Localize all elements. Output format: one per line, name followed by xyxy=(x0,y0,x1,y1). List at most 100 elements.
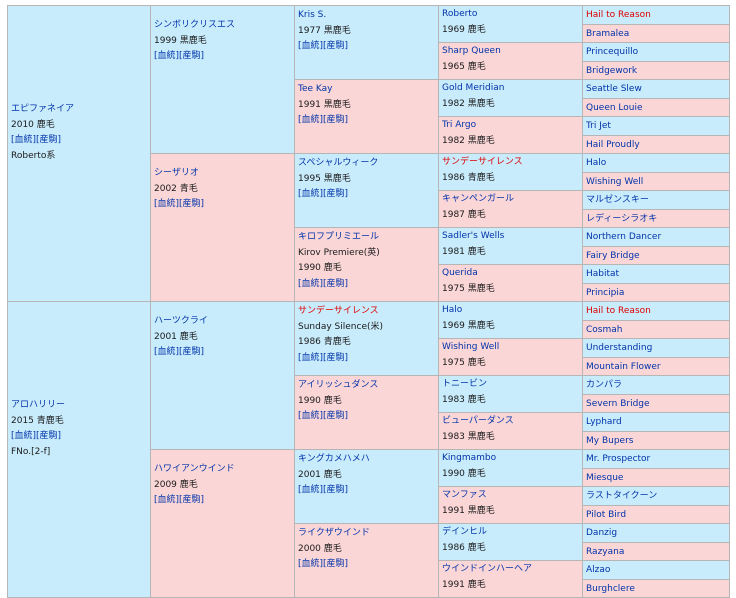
horse-info: 1990 鹿毛 xyxy=(298,263,342,273)
horse-name[interactable]: Tri Argo xyxy=(442,120,477,130)
progeny-link[interactable]: [産駒] xyxy=(323,115,349,125)
horse-name[interactable]: ラストタイクーン xyxy=(586,491,658,501)
horse-info: 1995 黒鹿毛 xyxy=(298,173,351,184)
horse-name[interactable]: トニービン xyxy=(442,379,488,389)
horse-info: 2002 青毛 xyxy=(154,183,198,194)
bloodline-link[interactable]: [血統] xyxy=(298,485,324,495)
horse-name[interactable]: アイリッシュダンス xyxy=(298,380,379,390)
horse-name[interactable]: Halo xyxy=(442,305,463,315)
horse-name[interactable]: Cosmah xyxy=(586,324,623,335)
horse-name[interactable]: Hail to Reason xyxy=(586,10,651,20)
horse-name[interactable]: シーザリオ xyxy=(154,168,199,178)
g5-cell: ラストタイクーン xyxy=(582,486,730,506)
g5-cell: Understanding xyxy=(582,338,730,358)
horse-name[interactable]: Kris S. xyxy=(298,10,327,20)
bloodline-link[interactable]: [血統] xyxy=(154,51,180,61)
bloodline-link[interactable]: [血統] xyxy=(11,135,37,145)
progeny-link[interactable]: [産駒] xyxy=(179,199,205,209)
horse-name[interactable]: キャンペンガール xyxy=(442,194,515,204)
horse-name[interactable]: Understanding xyxy=(586,343,653,353)
horse-name[interactable]: Razyana xyxy=(586,546,625,557)
horse-name[interactable]: サンデーサイレンス xyxy=(442,157,523,167)
horse-name[interactable]: Querida xyxy=(442,268,478,278)
horse-name[interactable]: Alzao xyxy=(586,565,611,575)
horse-name[interactable]: マルゼンスキー xyxy=(586,195,649,205)
horse-info: 2000 鹿毛 xyxy=(298,543,342,554)
horse-name[interactable]: Northern Dancer xyxy=(586,232,662,242)
horse-name[interactable]: ハワイアンウインド xyxy=(154,464,235,474)
progeny-link[interactable]: [産駒] xyxy=(323,352,349,363)
bloodline-link[interactable]: [血統] xyxy=(298,352,324,363)
progeny-link[interactable]: [産駒] xyxy=(179,495,205,505)
bloodline-link[interactable]: [血統] xyxy=(298,41,324,51)
progeny-link[interactable]: [産駒] xyxy=(179,51,205,61)
horse-name[interactable]: Princequillo xyxy=(586,47,639,57)
bloodline-link[interactable]: [血統] xyxy=(154,199,180,209)
bloodline-link[interactable]: [血統] xyxy=(298,559,324,569)
sire-cell: ハーツクライ 2001 鹿毛 [血統][産駒] xyxy=(150,301,295,450)
horse-name[interactable]: Wishing Well xyxy=(442,342,500,352)
horse-name[interactable]: シンボリクリスエス xyxy=(154,20,236,30)
progeny-link[interactable]: [産駒] xyxy=(36,135,62,145)
bloodline-link[interactable]: [血統] xyxy=(11,431,37,441)
horse-name[interactable]: Pilot Bird xyxy=(586,509,627,520)
sire-cell: シーザリオ 2002 青毛 [血統][産駒] xyxy=(150,153,295,302)
horse-name[interactable]: My Bupers xyxy=(586,435,634,446)
progeny-link[interactable]: [産駒] xyxy=(323,189,349,199)
horse-name[interactable]: Halo xyxy=(586,158,607,168)
horse-name[interactable]: Principia xyxy=(586,287,625,298)
horse-name[interactable]: Roberto xyxy=(442,9,478,19)
horse-name[interactable]: デインヒル xyxy=(442,527,488,537)
progeny-link[interactable]: [産駒] xyxy=(323,559,349,569)
horse-info: Roberto系 xyxy=(11,150,56,161)
horse-name[interactable]: Bridgework xyxy=(586,65,638,76)
progeny-link[interactable]: [産駒] xyxy=(323,41,349,51)
progeny-link[interactable]: [産駒] xyxy=(36,431,62,441)
progeny-link[interactable]: [産駒] xyxy=(323,411,349,421)
progeny-link[interactable]: [産駒] xyxy=(323,278,349,289)
horse-name[interactable]: Sadler's Wells xyxy=(442,231,505,241)
bloodline-link[interactable]: [血統] xyxy=(154,495,180,505)
horse-name[interactable]: エピファネイア xyxy=(11,104,75,114)
horse-name[interactable]: Gold Meridian xyxy=(442,83,505,93)
horse-name[interactable]: サンデーサイレンス xyxy=(298,306,379,316)
horse-name[interactable]: Wishing Well xyxy=(586,176,644,187)
horse-name[interactable]: Bramalea xyxy=(586,28,630,39)
bloodline-link[interactable]: [血統] xyxy=(298,411,324,421)
progeny-link[interactable]: [産駒] xyxy=(323,485,349,495)
horse-name[interactable]: Kingmambo xyxy=(442,453,497,463)
horse-name[interactable]: キロフプリミエール xyxy=(298,232,380,242)
progeny-link[interactable]: [産駒] xyxy=(179,347,205,357)
horse-name[interactable]: Seattle Slew xyxy=(586,84,642,94)
horse-name[interactable]: Hail to Reason xyxy=(586,306,651,316)
horse-name[interactable]: カンパラ xyxy=(586,380,623,390)
bloodline-link[interactable]: [血統] xyxy=(298,115,324,125)
bloodline-link[interactable]: [血統] xyxy=(298,278,324,289)
horse-name[interactable]: Severn Bridge xyxy=(586,398,650,409)
bloodline-link[interactable]: [血統] xyxy=(154,347,180,357)
horse-name[interactable]: Mr. Prospector xyxy=(586,454,651,464)
grandsire-cell: Tee Kay 1991 黒鹿毛 [血統][産駒] xyxy=(294,79,439,154)
horse-name[interactable]: レディーシラオキ xyxy=(586,213,658,224)
horse-name[interactable]: スペシャルウィーク xyxy=(298,158,379,168)
horse-name[interactable]: Fairy Bridge xyxy=(586,250,640,261)
horse-name[interactable]: Danzig xyxy=(586,528,618,538)
horse-name[interactable]: Queen Louie xyxy=(586,102,643,113)
horse-name[interactable]: ウインドインハーヘア xyxy=(442,564,533,574)
horse-name[interactable]: キングカメハメハ xyxy=(298,454,370,464)
horse-name[interactable]: Tee Kay xyxy=(298,84,333,94)
horse-name[interactable]: ライクザウインド xyxy=(298,528,370,538)
horse-name[interactable]: Miesque xyxy=(586,472,624,483)
horse-name[interactable]: Sharp Queen xyxy=(442,46,501,56)
horse-name[interactable]: Lyphard xyxy=(586,417,622,427)
horse-name[interactable]: マンファス xyxy=(442,490,487,500)
bloodline-link[interactable]: [血統] xyxy=(298,189,324,199)
horse-name[interactable]: Hail Proudly xyxy=(586,139,640,150)
horse-name[interactable]: Burghclere xyxy=(586,583,635,594)
horse-name[interactable]: ビューパーダンス xyxy=(442,416,514,426)
horse-name[interactable]: アロハリリー xyxy=(11,400,66,410)
horse-name[interactable]: ハーツクライ xyxy=(154,316,208,326)
horse-name[interactable]: Mountain Flower xyxy=(586,361,661,372)
horse-name[interactable]: Tri Jet xyxy=(586,121,611,131)
horse-name[interactable]: Habitat xyxy=(586,269,620,279)
